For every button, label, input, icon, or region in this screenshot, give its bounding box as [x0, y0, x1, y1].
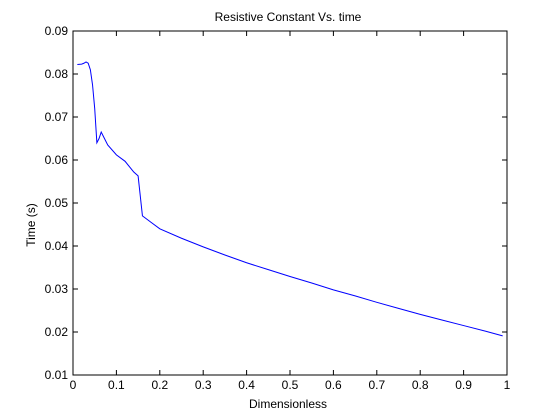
x-tick-label: 0.2 [151, 378, 168, 392]
y-tick-label: 0.09 [45, 24, 69, 38]
plot-frame [72, 30, 508, 376]
y-tick-label: 0.02 [45, 325, 69, 339]
y-tick-label: 0.08 [45, 67, 69, 81]
x-axis-label: Dimensionless [249, 397, 327, 411]
y-axis-label: Time (s) [24, 203, 38, 247]
x-tick-label: 1 [504, 378, 511, 392]
x-axis-ticks: 0 0.1 0.2 0.3 0.4 0.5 0.6 0.7 0.8 0.9 1 [70, 31, 511, 392]
x-tick-label: 0.1 [108, 378, 125, 392]
x-tick-label: 0.5 [282, 378, 299, 392]
x-tick-label: 0.9 [455, 378, 472, 392]
y-tick-label: 0.03 [45, 282, 69, 296]
chart-title: Resistive Constant Vs. time [215, 10, 362, 24]
series-line-0 [77, 61, 503, 337]
y-tick-label: 0.04 [45, 239, 69, 253]
x-tick-label: 0.7 [368, 378, 385, 392]
x-tick-label: 0.3 [195, 378, 212, 392]
x-tick-label: 0.6 [325, 378, 342, 392]
x-tick-label: 0 [70, 378, 77, 392]
y-tick-label: 0.01 [45, 368, 69, 382]
x-tick-label: 0.4 [238, 378, 255, 392]
y-axis-ticks: 0.01 0.02 0.03 0.04 0.05 0.06 0.07 0.08 0.09 [45, 24, 507, 382]
y-tick-label: 0.06 [45, 153, 69, 167]
x-tick-label: 0.8 [412, 378, 429, 392]
y-tick-label: 0.05 [45, 196, 69, 210]
series-layer [77, 61, 503, 337]
y-tick-label: 0.07 [45, 110, 69, 124]
plot-area [73, 31, 507, 375]
